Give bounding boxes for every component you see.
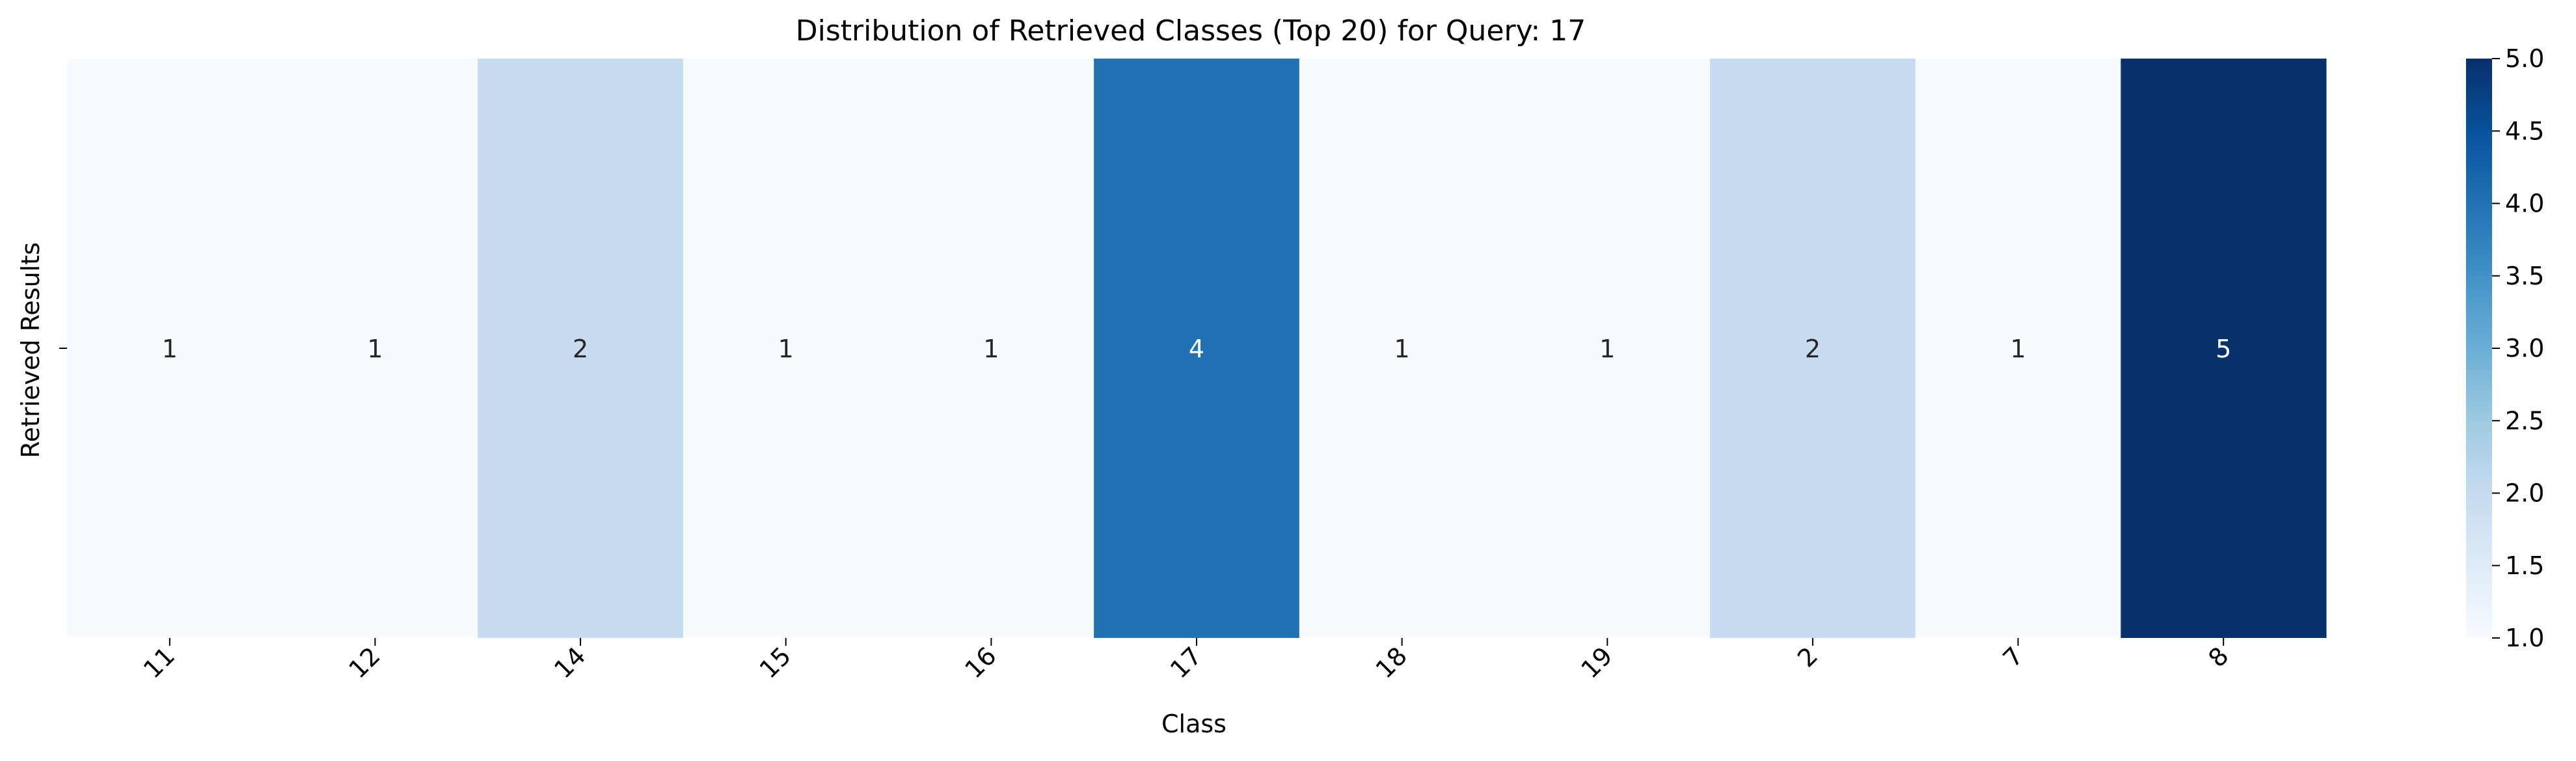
x-tick-label: 14 <box>549 641 591 684</box>
colorbar-tick-label: 4.0 <box>2505 189 2544 218</box>
heatmap-cell <box>67 59 273 638</box>
heatmap-cell <box>1915 59 2121 638</box>
heatmap-cell <box>1710 59 1916 638</box>
colorbar-tick-label: 2.0 <box>2505 479 2544 508</box>
colorbar-tick-label: 5.0 <box>2505 44 2544 73</box>
x-tick-label: 2 <box>1792 641 1823 672</box>
cell-value-label: 1 <box>1599 335 1615 363</box>
cell-value-label: 2 <box>1805 335 1821 363</box>
x-axis-ticks: 11 12 14 15 16 17 18 19 2 7 8 <box>138 638 2234 684</box>
x-tick-label: 8 <box>2203 641 2234 672</box>
heatmap-cell <box>1504 59 1711 638</box>
cell-value-label: 4 <box>1189 335 1204 363</box>
heatmap-cell <box>683 59 889 638</box>
heatmap-cells: 1 1 2 1 1 4 1 1 2 1 5 <box>67 59 2327 638</box>
cell-value-label: 1 <box>983 335 999 363</box>
cell-value-label: 1 <box>2010 335 2026 363</box>
colorbar-tick-label: 1.5 <box>2505 551 2544 580</box>
cell-value-label: 1 <box>162 335 178 363</box>
heatmap-cell <box>888 59 1094 638</box>
colorbar: 1.0 1.5 2.0 2.5 3.0 3.5 4.0 4.5 5.0 <box>2466 44 2544 652</box>
heatmap-cell <box>272 59 478 638</box>
x-tick-label: 7 <box>1998 641 2029 672</box>
x-axis-label: Class <box>1161 710 1227 738</box>
colorbar-tick-label: 3.5 <box>2505 262 2544 290</box>
heatmap-cell <box>478 59 684 638</box>
cell-value-label: 5 <box>2216 335 2231 363</box>
cell-value-label: 1 <box>1394 335 1410 363</box>
x-tick-label: 16 <box>959 641 1001 684</box>
chart-title: Distribution of Retrieved Classes (Top 2… <box>796 14 1586 48</box>
x-tick-label: 19 <box>1575 641 1618 684</box>
heatmap-cell <box>2121 59 2327 638</box>
x-tick-label: 17 <box>1165 641 1207 684</box>
colorbar-tick-label: 2.5 <box>2505 406 2544 435</box>
x-tick-label: 12 <box>344 641 386 684</box>
colorbar-tick-label: 4.5 <box>2505 117 2544 145</box>
heatmap-cell <box>1299 59 1505 638</box>
y-axis-label: Retrieved Results <box>16 242 45 458</box>
x-tick-label: 18 <box>1370 641 1413 684</box>
colorbar-gradient <box>2466 59 2492 638</box>
cell-value-label: 1 <box>778 335 794 363</box>
colorbar-tick-label: 3.0 <box>2505 334 2544 363</box>
heatmap-cell <box>1094 59 1300 638</box>
x-tick-label: 11 <box>138 641 180 684</box>
x-tick-label: 15 <box>754 641 796 684</box>
colorbar-tick-label: 1.0 <box>2505 624 2544 652</box>
cell-value-label: 1 <box>367 335 383 363</box>
cell-value-label: 2 <box>573 335 588 363</box>
